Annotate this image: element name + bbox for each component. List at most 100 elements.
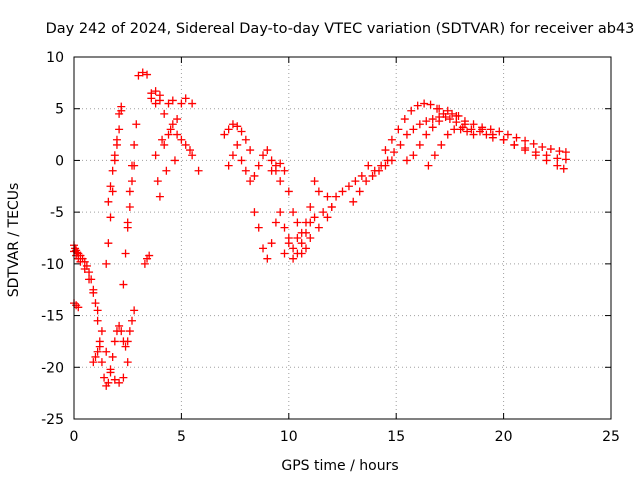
data-point bbox=[553, 161, 562, 170]
data-point bbox=[130, 140, 139, 149]
data-point bbox=[400, 115, 409, 124]
data-point bbox=[177, 99, 186, 108]
data-point bbox=[486, 125, 495, 134]
data-point bbox=[409, 125, 418, 134]
data-point bbox=[521, 144, 530, 153]
data-point bbox=[173, 115, 182, 124]
chart-title: Day 242 of 2024, Sidereal Day-to-day VTE… bbox=[46, 21, 635, 37]
data-point bbox=[469, 130, 478, 139]
data-point bbox=[306, 234, 315, 242]
data-point bbox=[267, 166, 276, 175]
data-point bbox=[301, 244, 310, 253]
data-point bbox=[110, 337, 119, 346]
data-point bbox=[104, 378, 113, 387]
data-point bbox=[370, 166, 379, 175]
data-point bbox=[164, 99, 173, 108]
data-points bbox=[70, 68, 570, 390]
data-point bbox=[233, 140, 242, 149]
data-point bbox=[407, 106, 416, 115]
data-point bbox=[93, 347, 102, 356]
data-point bbox=[364, 161, 373, 170]
data-point bbox=[158, 135, 167, 144]
data-point bbox=[127, 316, 136, 325]
data-point bbox=[160, 109, 169, 118]
data-point bbox=[306, 202, 315, 211]
data-point bbox=[377, 161, 386, 170]
data-point bbox=[323, 213, 332, 222]
data-point bbox=[510, 140, 519, 149]
data-point bbox=[151, 87, 160, 96]
data-point bbox=[503, 130, 512, 139]
data-point bbox=[463, 127, 472, 136]
data-point bbox=[529, 139, 538, 148]
data-point bbox=[428, 123, 437, 132]
data-point bbox=[280, 166, 289, 175]
data-point bbox=[228, 151, 237, 160]
data-point bbox=[173, 130, 182, 139]
data-point bbox=[430, 151, 439, 160]
data-point bbox=[140, 259, 149, 268]
data-point bbox=[402, 130, 411, 139]
data-point bbox=[155, 192, 164, 201]
data-point bbox=[95, 342, 104, 351]
data-point bbox=[112, 140, 121, 149]
data-point bbox=[289, 244, 298, 253]
x-tick-label: 20 bbox=[495, 429, 513, 445]
data-point bbox=[351, 177, 360, 186]
data-point bbox=[323, 192, 332, 201]
data-point bbox=[91, 299, 100, 308]
data-point bbox=[478, 125, 487, 134]
data-point bbox=[512, 133, 521, 142]
data-point bbox=[151, 151, 160, 160]
data-point bbox=[546, 145, 555, 154]
y-tick-label: -15 bbox=[41, 309, 64, 325]
data-point bbox=[263, 254, 272, 263]
data-point bbox=[362, 177, 371, 186]
data-point bbox=[420, 99, 429, 108]
data-point bbox=[271, 218, 280, 227]
data-point bbox=[168, 96, 177, 105]
data-point bbox=[310, 213, 319, 222]
data-point bbox=[93, 316, 102, 325]
x-tick-label: 10 bbox=[280, 429, 298, 445]
data-point bbox=[293, 234, 302, 242]
data-point bbox=[259, 244, 268, 253]
data-point bbox=[117, 327, 126, 336]
data-point bbox=[80, 265, 89, 274]
data-point bbox=[538, 142, 547, 151]
y-tick-label: -5 bbox=[50, 205, 64, 221]
data-point bbox=[267, 239, 276, 248]
y-axis-label: SDTVAR / TECUs bbox=[6, 183, 22, 298]
data-point bbox=[495, 127, 504, 136]
data-point bbox=[390, 148, 399, 157]
data-point bbox=[263, 146, 272, 155]
data-point bbox=[237, 127, 246, 136]
data-point bbox=[402, 156, 411, 165]
data-point bbox=[542, 151, 551, 160]
data-point bbox=[314, 223, 323, 232]
data-point bbox=[102, 347, 111, 356]
data-point bbox=[422, 117, 431, 126]
data-point bbox=[327, 202, 336, 211]
data-point bbox=[130, 306, 139, 315]
data-point bbox=[467, 125, 476, 134]
data-point bbox=[160, 140, 169, 149]
y-tick-label: 0 bbox=[55, 153, 64, 169]
data-point bbox=[460, 117, 469, 126]
data-point bbox=[561, 148, 570, 157]
data-point bbox=[415, 120, 424, 129]
data-point bbox=[130, 161, 139, 170]
data-point bbox=[314, 187, 323, 196]
data-point bbox=[422, 130, 431, 139]
y-tick-label: 5 bbox=[55, 102, 64, 118]
data-point bbox=[426, 100, 435, 109]
data-point bbox=[424, 161, 433, 170]
data-point bbox=[237, 156, 246, 165]
x-tick-label: 0 bbox=[70, 429, 79, 445]
data-point bbox=[413, 101, 422, 110]
data-point bbox=[125, 327, 134, 336]
data-point bbox=[441, 112, 450, 121]
data-point bbox=[121, 342, 130, 351]
data-point bbox=[280, 223, 289, 232]
data-point bbox=[254, 223, 263, 232]
